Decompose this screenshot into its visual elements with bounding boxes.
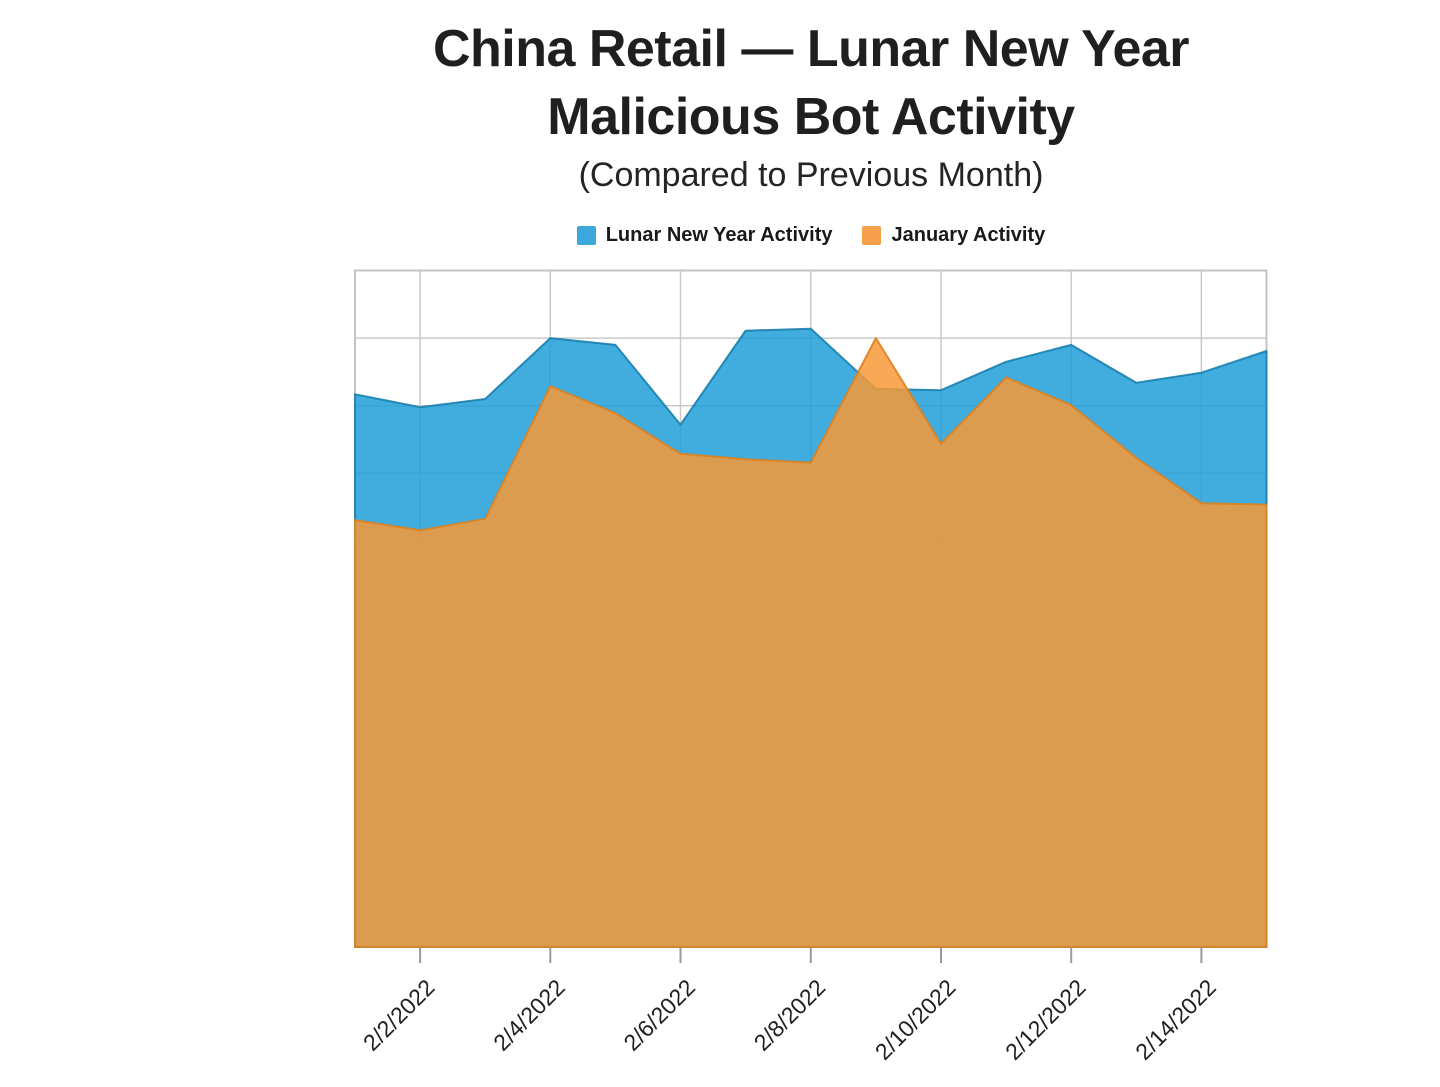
legend-item-january: January Activity xyxy=(862,224,1045,247)
legend: Lunar New Year Activity January Activity xyxy=(181,224,1440,247)
legend-label-lunar-new-year: Lunar New Year Activity xyxy=(605,224,833,247)
x-tick-label: 2/12/2022 xyxy=(1000,974,1091,1065)
x-tick-label: 2/2/2022 xyxy=(358,974,440,1056)
lunar-new-year-swatch-icon xyxy=(576,226,596,246)
chart-title: China Retail — Lunar New Year Malicious … xyxy=(181,16,1440,151)
chart-header: China Retail — Lunar New Year Malicious … xyxy=(181,16,1440,247)
x-tick-label: 2/6/2022 xyxy=(618,974,700,1056)
x-tick-label: 2/14/2022 xyxy=(1130,974,1221,1065)
chart-title-line1: China Retail — Lunar New Year xyxy=(432,20,1190,78)
x-tick-label: 2/4/2022 xyxy=(488,974,570,1056)
area-january-activity xyxy=(354,337,1268,948)
january-swatch-icon xyxy=(862,226,882,246)
legend-label-january: January Activity xyxy=(891,224,1046,247)
chart-subtitle: (Compared to Previous Month) xyxy=(578,156,1044,195)
x-tick-label: 2/8/2022 xyxy=(749,974,831,1056)
legend-item-lunar-new-year: Lunar New Year Activity xyxy=(576,224,833,247)
chart-title-line2: Malicious Bot Activity xyxy=(547,87,1075,146)
x-tick-label: 2/10/2022 xyxy=(870,974,961,1065)
